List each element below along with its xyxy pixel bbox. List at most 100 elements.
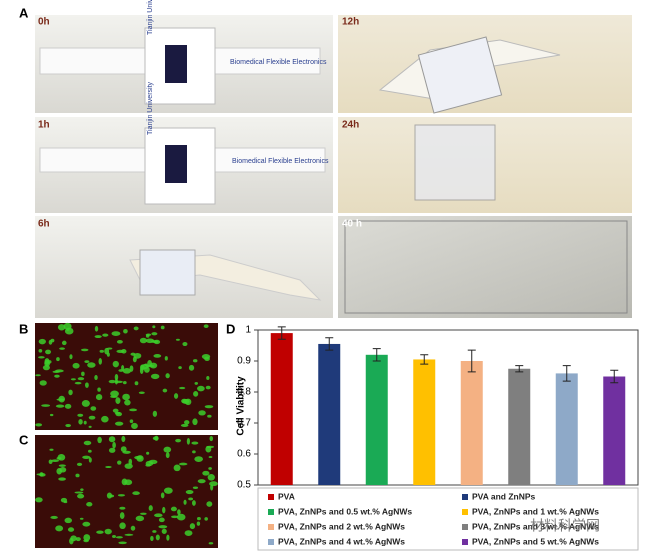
bar [555, 373, 578, 485]
cell [54, 374, 60, 378]
cell [118, 541, 127, 545]
cell [97, 436, 102, 444]
cell [110, 395, 118, 398]
cell [56, 357, 60, 362]
cell [104, 528, 112, 535]
cell [166, 534, 170, 541]
cell [88, 415, 96, 420]
legend-label: PVA, ZnNPs and 5 wt.% AgNWs [472, 536, 599, 546]
cell [80, 488, 84, 491]
cell [129, 408, 138, 412]
cell [153, 354, 162, 358]
cell [192, 500, 196, 506]
legend-swatch [268, 509, 274, 515]
cell [102, 333, 109, 337]
cell [197, 385, 205, 392]
bar [365, 354, 388, 485]
cell [86, 502, 93, 507]
cell [198, 410, 206, 416]
cell [152, 410, 158, 417]
cell [58, 477, 66, 481]
cell [184, 420, 190, 425]
cell [41, 404, 51, 407]
cell [112, 360, 119, 368]
time-label: 6h [38, 219, 50, 230]
device-chip [165, 145, 187, 183]
cell [82, 455, 91, 459]
cell [77, 493, 85, 499]
time-label: 1h [38, 120, 50, 131]
cell [171, 515, 179, 519]
cell [99, 349, 104, 353]
cell [158, 517, 165, 523]
legend-swatch [462, 509, 468, 515]
cell [88, 425, 92, 428]
cell [83, 440, 92, 446]
cell [120, 446, 127, 453]
cell [133, 352, 142, 359]
cell [77, 377, 85, 381]
legend-swatch [268, 494, 274, 500]
cell [65, 423, 71, 428]
cell [116, 349, 125, 354]
legend-swatch [462, 524, 468, 530]
error-bar [420, 354, 429, 365]
cell [192, 418, 198, 426]
cell [85, 382, 89, 388]
cell [79, 517, 84, 520]
cell [75, 473, 80, 478]
cell [45, 349, 52, 355]
y-tick-label: 1 [245, 325, 251, 336]
cell [112, 441, 116, 449]
panel-label: B [19, 321, 28, 336]
device-chip [165, 45, 187, 83]
photo [338, 216, 632, 318]
cell [192, 450, 196, 454]
legend-swatch [268, 539, 274, 545]
container [344, 220, 628, 314]
cell [178, 462, 188, 466]
cell [165, 373, 170, 379]
fluorescence-image [35, 323, 218, 430]
cell [116, 340, 123, 344]
cell [124, 533, 134, 536]
cell [49, 448, 54, 451]
cell [39, 472, 44, 477]
cell [106, 492, 113, 499]
bar [603, 376, 626, 485]
cell [194, 382, 199, 385]
cell [154, 513, 163, 518]
cell [162, 388, 168, 393]
cell [50, 515, 58, 520]
bar [318, 343, 341, 485]
cell [88, 457, 92, 463]
y-tick-label: 0.7 [237, 418, 251, 429]
cell [152, 530, 157, 533]
cell [206, 501, 213, 507]
photo-text: Biomedical Flexible Electronics [232, 158, 329, 165]
cell [115, 536, 123, 539]
legend-frame [257, 487, 639, 551]
cell [155, 534, 160, 541]
cell [177, 509, 181, 515]
cell [57, 324, 66, 331]
legend-label: PVA [278, 491, 295, 501]
cell [202, 470, 210, 476]
cell [114, 378, 118, 385]
cell [84, 360, 90, 364]
cell [121, 435, 126, 443]
cell [70, 535, 77, 542]
cell [205, 445, 212, 453]
cell [75, 537, 81, 542]
cell [58, 464, 66, 467]
cell [175, 438, 182, 443]
cell [67, 527, 75, 532]
y-tick-label: 0.5 [237, 480, 251, 491]
cell [87, 362, 96, 368]
cell [207, 414, 212, 418]
cell [101, 415, 109, 423]
cell [196, 521, 201, 526]
cell [201, 353, 211, 360]
cell [148, 505, 153, 512]
cell [72, 362, 80, 369]
